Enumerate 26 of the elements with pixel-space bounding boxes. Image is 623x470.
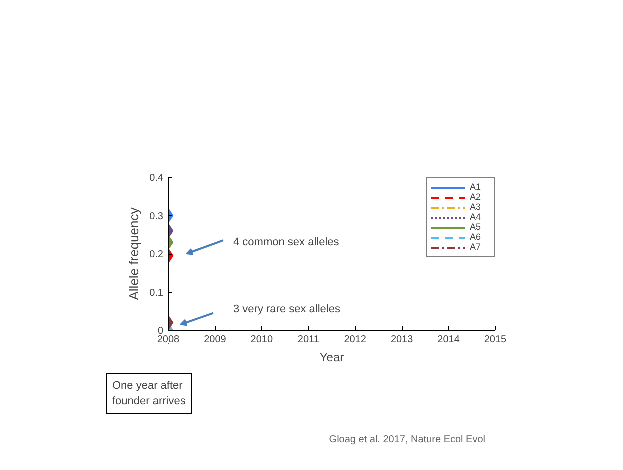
x-tick-label: 2013 [390,334,414,346]
annotation: 3 very rare sex alleles [234,303,341,316]
y-tick-label: 0.3 [150,211,164,222]
legend-label: A7 [470,242,482,252]
text: Gloag et al. 2017, Nature Ecol Evol [329,434,486,446]
x-tick-label: 2009 [204,334,227,346]
annotation: 4 common sex alleles [234,236,340,249]
x-tick-label: 2015 [484,334,508,346]
legend-label: A5 [470,222,482,232]
y-tick-label: 0 [158,326,164,337]
y-tick-label: 0.4 [150,173,164,184]
y-tick-label: 0.1 [150,288,164,299]
text: One year after founder arrives [112,380,186,408]
x-tick-label: 2011 [298,334,320,346]
x-tick-label: 2010 [250,334,274,346]
legend-label: A2 [470,192,482,202]
legend-label: A4 [470,212,482,222]
legend-label: A1 [470,182,482,192]
x-axis-title: Year [320,350,344,364]
legend-label: A3 [470,202,482,212]
y-axis-title: Allele frequency [126,207,142,300]
x-tick-label: 2008 [157,334,180,346]
legend-label: A6 [470,232,482,242]
x-tick-label: 2012 [344,334,367,346]
x-tick-label: 2014 [438,334,460,346]
y-tick-label: 0.2 [150,250,164,260]
